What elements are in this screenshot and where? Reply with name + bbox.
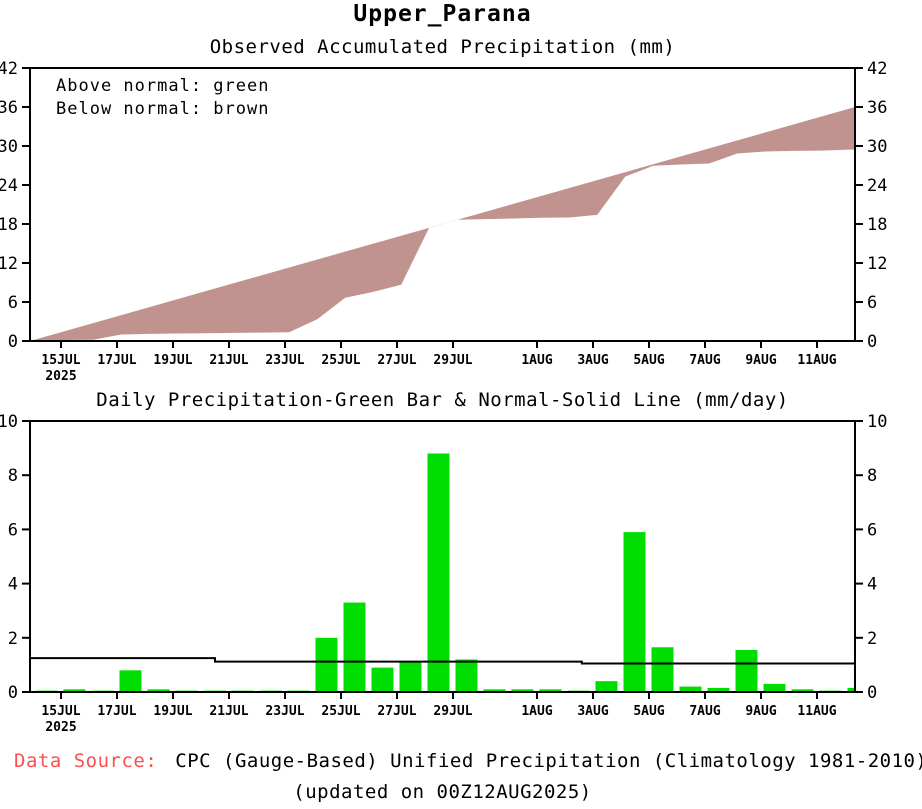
daily-chart-title: Daily Precipitation-Green Bar & Normal-S… [96, 389, 789, 411]
data-source-line: Data Source: CPC (Gauge-Based) Unified Pr… [14, 750, 922, 772]
y-tick-label: 10 [867, 412, 887, 432]
daily-bar [595, 681, 618, 692]
daily-bar [679, 686, 702, 692]
y-tick-label: 6 [8, 293, 18, 313]
x-tick-label: 1AUG [521, 704, 552, 719]
y-tick-label: 6 [867, 520, 877, 540]
x-tick-label: 23JUL [265, 353, 304, 368]
daily-bar [119, 670, 142, 692]
daily-bar [539, 689, 562, 692]
below-normal-band [30, 107, 855, 341]
y-tick-label: 30 [867, 137, 887, 157]
daily-bar [735, 649, 758, 692]
x-tick-label: 9AUG [745, 704, 776, 719]
x-year-label: 2025 [45, 720, 76, 735]
data-source-text: CPC (Gauge-Based) Unified Precipitation … [175, 750, 922, 772]
daily-bar [455, 659, 478, 692]
x-tick-label: 3AUG [577, 704, 608, 719]
x-tick-label: 29JUL [433, 353, 472, 368]
x-tick-label: 15JUL [41, 704, 80, 719]
daily-bar [427, 453, 450, 692]
x-tick-label: 11AUG [797, 704, 836, 719]
normal-daily-line [30, 657, 855, 665]
x-tick-label: 5AUG [633, 353, 664, 368]
daily-bar [371, 667, 394, 692]
x-tick-label: 17JUL [97, 704, 136, 719]
x-tick-label: 23JUL [265, 704, 304, 719]
data-source-label: Data Source: [14, 750, 158, 772]
daily-bar [63, 689, 86, 692]
y-tick-label: 6 [867, 293, 877, 313]
x-tick-label: 21JUL [209, 704, 248, 719]
y-tick-label: 6 [8, 520, 18, 540]
x-tick-label: 19JUL [153, 704, 192, 719]
x-tick-label: 15JUL [41, 353, 80, 368]
y-tick-label: 10 [0, 412, 18, 432]
y-tick-label: 18 [0, 215, 18, 235]
x-tick-label: 7AUG [689, 704, 720, 719]
y-tick-label: 36 [0, 98, 18, 118]
daily-bar [483, 689, 506, 692]
y-tick-label: 8 [867, 466, 877, 486]
daily-bar [315, 637, 338, 692]
x-tick-label: 19JUL [153, 353, 192, 368]
x-tick-label: 1AUG [521, 353, 552, 368]
daily-bars [35, 453, 855, 692]
daily-bar [651, 647, 674, 692]
x-tick-label: 11AUG [797, 353, 836, 368]
x-year-label: 2025 [45, 369, 76, 384]
daily-bar [791, 689, 814, 692]
x-tick-label: 17JUL [97, 353, 136, 368]
y-tick-label: 24 [867, 176, 887, 196]
y-tick-label: 42 [0, 59, 18, 79]
y-tick-label: 8 [8, 466, 18, 486]
axis-frame [29, 67, 856, 342]
y-tick-label: 0 [8, 332, 18, 352]
daily-bar [763, 683, 786, 692]
daily-bar [399, 662, 422, 692]
y-tick-label: 4 [867, 575, 877, 595]
daily-bar [147, 689, 170, 692]
x-tick-label: 29JUL [433, 704, 472, 719]
y-tick-label: 12 [0, 254, 18, 274]
legend-note: Above normal: green Below normal: brown [56, 75, 269, 121]
daily-bar [343, 602, 366, 692]
y-tick-label: 24 [0, 176, 18, 196]
y-tick-label: 36 [867, 98, 887, 118]
y-tick-label: 2 [8, 629, 18, 649]
y-tick-label: 0 [8, 683, 18, 703]
accum-chart-title: Observed Accumulated Precipitation (mm) [209, 36, 676, 58]
legend-below-normal: Below normal: brown [56, 99, 270, 119]
x-tick-label: 7AUG [689, 353, 720, 368]
x-tick-label: 5AUG [633, 704, 664, 719]
y-tick-label: 0 [867, 332, 877, 352]
y-tick-label: 30 [0, 137, 18, 157]
axis-frame [29, 420, 856, 693]
x-tick-label: 9AUG [745, 353, 776, 368]
y-tick-label: 4 [8, 575, 18, 595]
page-title: Upper_Parana [353, 1, 532, 27]
daily-bar [623, 532, 646, 692]
daily-bar [511, 689, 534, 692]
x-tick-label: 25JUL [321, 704, 360, 719]
x-tick-label: 27JUL [377, 704, 416, 719]
daily-bar [847, 687, 855, 692]
y-tick-label: 12 [867, 254, 887, 274]
legend-above-normal: Above normal: green [56, 76, 270, 96]
x-tick-label: 27JUL [377, 353, 416, 368]
x-tick-label: 21JUL [209, 353, 248, 368]
y-tick-label: 0 [867, 683, 877, 703]
x-tick-label: 25JUL [321, 353, 360, 368]
y-tick-label: 42 [867, 59, 887, 79]
daily-bar [707, 687, 730, 692]
updated-line: (updated on 00Z12AUG2025) [293, 781, 592, 803]
y-tick-label: 2 [867, 629, 877, 649]
x-tick-label: 3AUG [577, 353, 608, 368]
y-tick-label: 18 [867, 215, 887, 235]
